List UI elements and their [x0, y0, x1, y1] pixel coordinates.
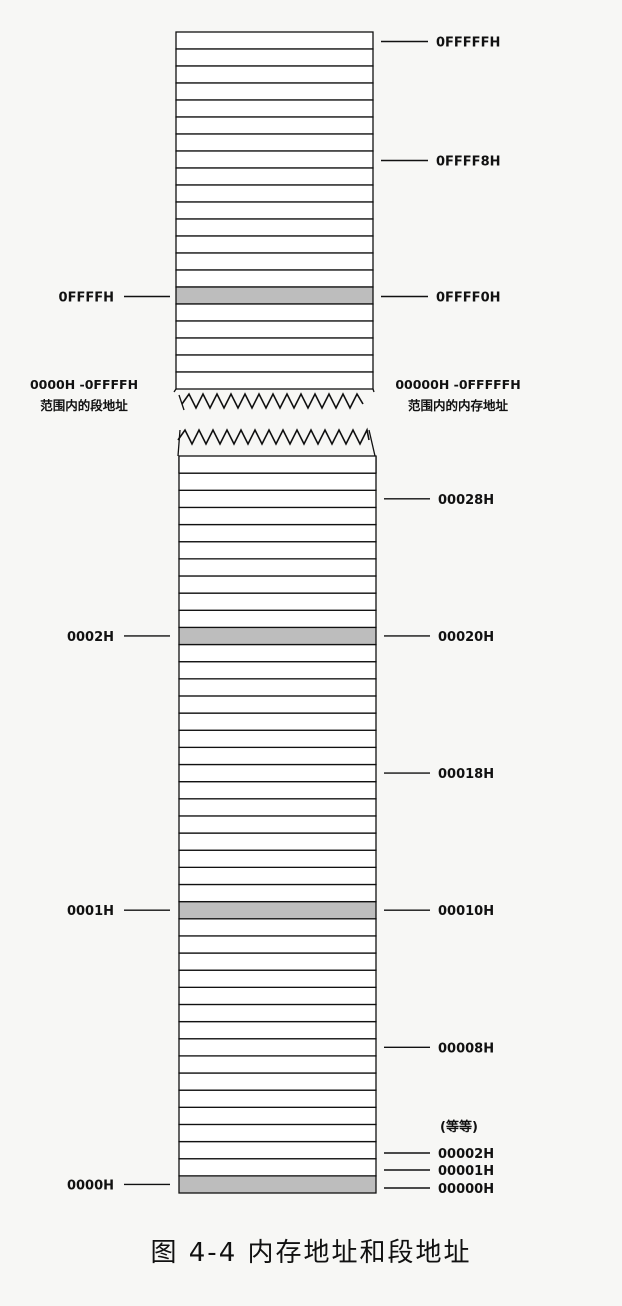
memory-cell	[178, 455, 377, 474]
memory-cell	[178, 489, 377, 509]
memory-cell	[178, 1106, 377, 1126]
memory-cell-highlighted	[178, 900, 377, 920]
memory-cell	[178, 1020, 377, 1040]
memory-cell	[178, 866, 377, 886]
memory-address-label: 00002H	[438, 1147, 494, 1162]
memory-cell	[175, 167, 374, 186]
break-edge	[178, 394, 185, 411]
memory-cell	[178, 1158, 377, 1177]
memory-cell	[178, 986, 377, 1006]
memory-cell	[175, 48, 374, 67]
break-line-lower	[177, 427, 370, 446]
block-edge	[173, 388, 177, 393]
memory-address-label: 00020H	[438, 630, 494, 645]
memory-cell	[178, 1003, 377, 1023]
memory-cell	[178, 763, 377, 783]
memory-cell	[178, 815, 377, 834]
memory-cell	[178, 1038, 377, 1057]
memory-address-label: 00018H	[438, 767, 494, 782]
memory-cell	[178, 952, 377, 971]
memory-cell	[175, 371, 374, 390]
memory-cell	[178, 541, 377, 560]
memory-address-label: 00008H	[438, 1041, 494, 1056]
memory-cell	[178, 781, 377, 800]
memory-cell-highlighted	[178, 626, 377, 646]
break-line-upper	[181, 392, 364, 410]
memory-cell	[178, 472, 377, 491]
memory-cell	[175, 82, 374, 101]
memory-range-note: 00000H -0FFFFFH	[395, 377, 520, 392]
segment-address-label: 0002H	[67, 630, 114, 645]
memory-cell	[178, 609, 377, 629]
memory-cell	[175, 269, 374, 288]
memory-cell	[178, 918, 377, 937]
memory-cell	[178, 1089, 377, 1108]
memory-cell	[175, 133, 374, 152]
memory-cell	[175, 31, 374, 50]
top-memory-block	[173, 31, 375, 393]
bottom-memory-block	[178, 455, 377, 1194]
memory-cell	[175, 337, 374, 356]
memory-cell	[178, 935, 377, 954]
segment-address-label: 0000H	[67, 1178, 114, 1193]
memory-cell	[178, 506, 377, 526]
memory-cell	[178, 695, 377, 714]
break-edge	[177, 429, 181, 457]
memory-cell	[178, 592, 377, 611]
memory-range-note: 范围内的内存地址	[408, 398, 509, 413]
etc-label: (等等)	[440, 1119, 478, 1135]
block-edge	[372, 388, 375, 393]
memory-address-label: 00028H	[438, 493, 494, 508]
memory-cell-highlighted	[178, 1175, 377, 1194]
memory-cell	[175, 354, 374, 373]
memory-cell	[178, 1072, 377, 1091]
memory-cell	[178, 883, 377, 903]
segment-range-note: 范围内的段地址	[40, 398, 128, 413]
address-labels: 0FFFFFH 0FFFF8H 0FFFF0H 00028H 00020H 00018H 0…	[30, 36, 521, 1198]
memory-cell	[178, 1123, 377, 1143]
memory-cell	[175, 99, 374, 118]
memory-cell	[178, 661, 377, 680]
memory-cell	[178, 1055, 377, 1074]
break-edge	[368, 429, 376, 457]
memory-cell	[178, 832, 377, 851]
memory-cell	[175, 252, 374, 271]
memory-cell	[178, 849, 377, 868]
memory-cell	[178, 643, 377, 663]
segment-range-note: 0000H -0FFFFH	[30, 377, 138, 392]
memory-address-label: 0FFFFFH	[436, 36, 500, 51]
memory-address-label: 0FFFF0H	[436, 291, 501, 306]
memory-cell	[178, 575, 377, 594]
memory-cell	[178, 558, 377, 577]
memory-cell	[178, 969, 377, 988]
memory-cell	[175, 150, 374, 169]
break-lines	[177, 392, 376, 457]
memory-cell	[178, 798, 377, 817]
memory-cell	[175, 235, 374, 254]
memory-cell	[175, 320, 374, 339]
memory-address-label: 00001H	[438, 1164, 494, 1179]
memory-cell	[175, 303, 374, 322]
memory-cell	[178, 523, 377, 543]
memory-address-label: 00010H	[438, 904, 494, 919]
memory-address-label: 0FFFF8H	[436, 155, 501, 170]
memory-cell	[178, 1140, 377, 1160]
memory-cell	[175, 201, 374, 220]
memory-cell-highlighted	[175, 286, 374, 305]
figure-caption: 图 4-4 内存地址和段地址	[150, 1238, 472, 1268]
memory-cell	[178, 678, 377, 697]
segment-address-label: 0001H	[67, 904, 114, 919]
memory-cell	[178, 712, 377, 731]
memory-address-label: 00000H	[438, 1182, 494, 1197]
segment-address-label: 0FFFFH	[59, 291, 114, 306]
memory-cell	[175, 65, 374, 84]
memory-cell	[175, 116, 374, 135]
memory-cell	[178, 729, 377, 749]
memory-cell	[175, 184, 374, 203]
memory-cell	[175, 218, 374, 237]
memory-cell	[178, 746, 377, 766]
